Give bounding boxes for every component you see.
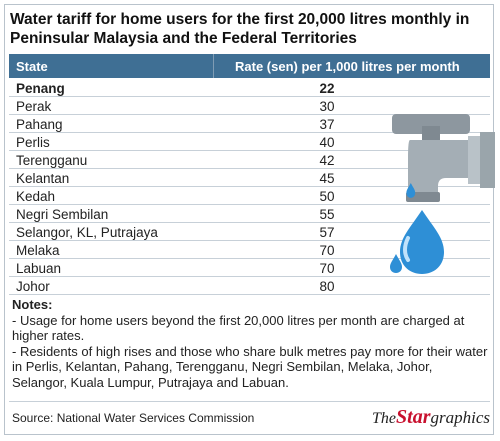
header-rate: Rate (sen) per 1,000 litres per month: [235, 59, 460, 74]
state-cell: Perak: [16, 99, 52, 114]
row-divider: [9, 96, 490, 97]
water-drop-small: [406, 183, 416, 198]
row-divider: [9, 114, 490, 115]
rate-cell: 42: [319, 153, 335, 168]
rate-cell: 45: [319, 171, 335, 186]
notes-title: Notes:: [12, 297, 53, 312]
table-row: Labuan 70: [9, 259, 490, 277]
state-cell: Penang: [16, 81, 65, 96]
state-cell: Selangor, KL, Putrajaya: [16, 225, 158, 240]
header-divider: [213, 54, 214, 78]
chart-title: Water tariff for home users for the firs…: [10, 11, 470, 47]
tap-stem: [422, 126, 440, 140]
brand-logo: TheStargraphics: [372, 406, 490, 429]
table-row: Kedah 50: [9, 187, 490, 205]
brand-graphics: graphics: [430, 408, 491, 427]
rate-cell: 22: [319, 81, 335, 96]
source-text: Source: National Water Services Commissi…: [12, 411, 255, 425]
row-divider: [9, 222, 490, 223]
rate-cell: 30: [319, 99, 335, 114]
row-divider: [9, 276, 490, 277]
rate-cell: 70: [319, 243, 335, 258]
rate-cell: 37: [319, 117, 335, 132]
table-row: Negri Sembilan 55: [9, 205, 490, 223]
state-cell: Kedah: [16, 189, 56, 204]
header-state: State: [16, 59, 48, 74]
row-divider: [9, 132, 490, 133]
state-cell: Terengganu: [16, 153, 88, 168]
state-cell: Labuan: [16, 261, 62, 276]
table-row: Terengganu 42: [9, 151, 490, 169]
notes: Notes: - Usage for home users beyond the…: [12, 297, 488, 390]
state-cell: Melaka: [16, 243, 60, 258]
row-divider: [9, 186, 490, 187]
tap-handle: [392, 114, 470, 134]
row-divider: [9, 294, 490, 295]
tap-body: [408, 140, 480, 194]
table-row: Perak 30: [9, 97, 490, 115]
table-row: Perlis 40: [9, 133, 490, 151]
state-cell: Pahang: [16, 117, 63, 132]
tap-flange: [480, 132, 495, 188]
row-divider: [9, 168, 490, 169]
note-item-1: - Usage for home users beyond the first …: [12, 312, 465, 344]
row-divider: [9, 150, 490, 151]
rate-cell: 40: [319, 135, 335, 150]
rate-cell: 50: [319, 189, 335, 204]
table-row: Pahang 37: [9, 115, 490, 133]
water-drop-large: [400, 210, 444, 274]
water-drop-tiny: [390, 254, 402, 273]
state-cell: Johor: [16, 279, 50, 294]
rate-cell: 70: [319, 261, 335, 276]
table-header: State Rate (sen) per 1,000 litres per mo…: [9, 54, 490, 78]
water-tap-icon: [390, 114, 495, 274]
source-divider: [9, 401, 490, 402]
table-row: Melaka 70: [9, 241, 490, 259]
brand-the: The: [372, 410, 397, 427]
table-row: Penang 22: [9, 79, 490, 97]
table-row: Kelantan 45: [9, 169, 490, 187]
rate-cell: 55: [319, 207, 335, 222]
table-body: Penang 22 Perak 30 Pahang 37 Perlis 40 Terenggan…: [9, 79, 490, 295]
state-cell: Kelantan: [16, 171, 70, 186]
brand-star: Star: [396, 406, 431, 428]
table-row: Johor 80: [9, 277, 490, 295]
row-divider: [9, 258, 490, 259]
rate-cell: 57: [319, 225, 335, 240]
note-item-2: - Residents of high rises and those who …: [12, 343, 488, 390]
state-cell: Negri Sembilan: [16, 207, 109, 222]
state-cell: Perlis: [16, 135, 50, 150]
rate-cell: 80: [319, 279, 335, 294]
row-divider: [9, 240, 490, 241]
table-row: Selangor, KL, Putrajaya 57: [9, 223, 490, 241]
row-divider: [9, 204, 490, 205]
